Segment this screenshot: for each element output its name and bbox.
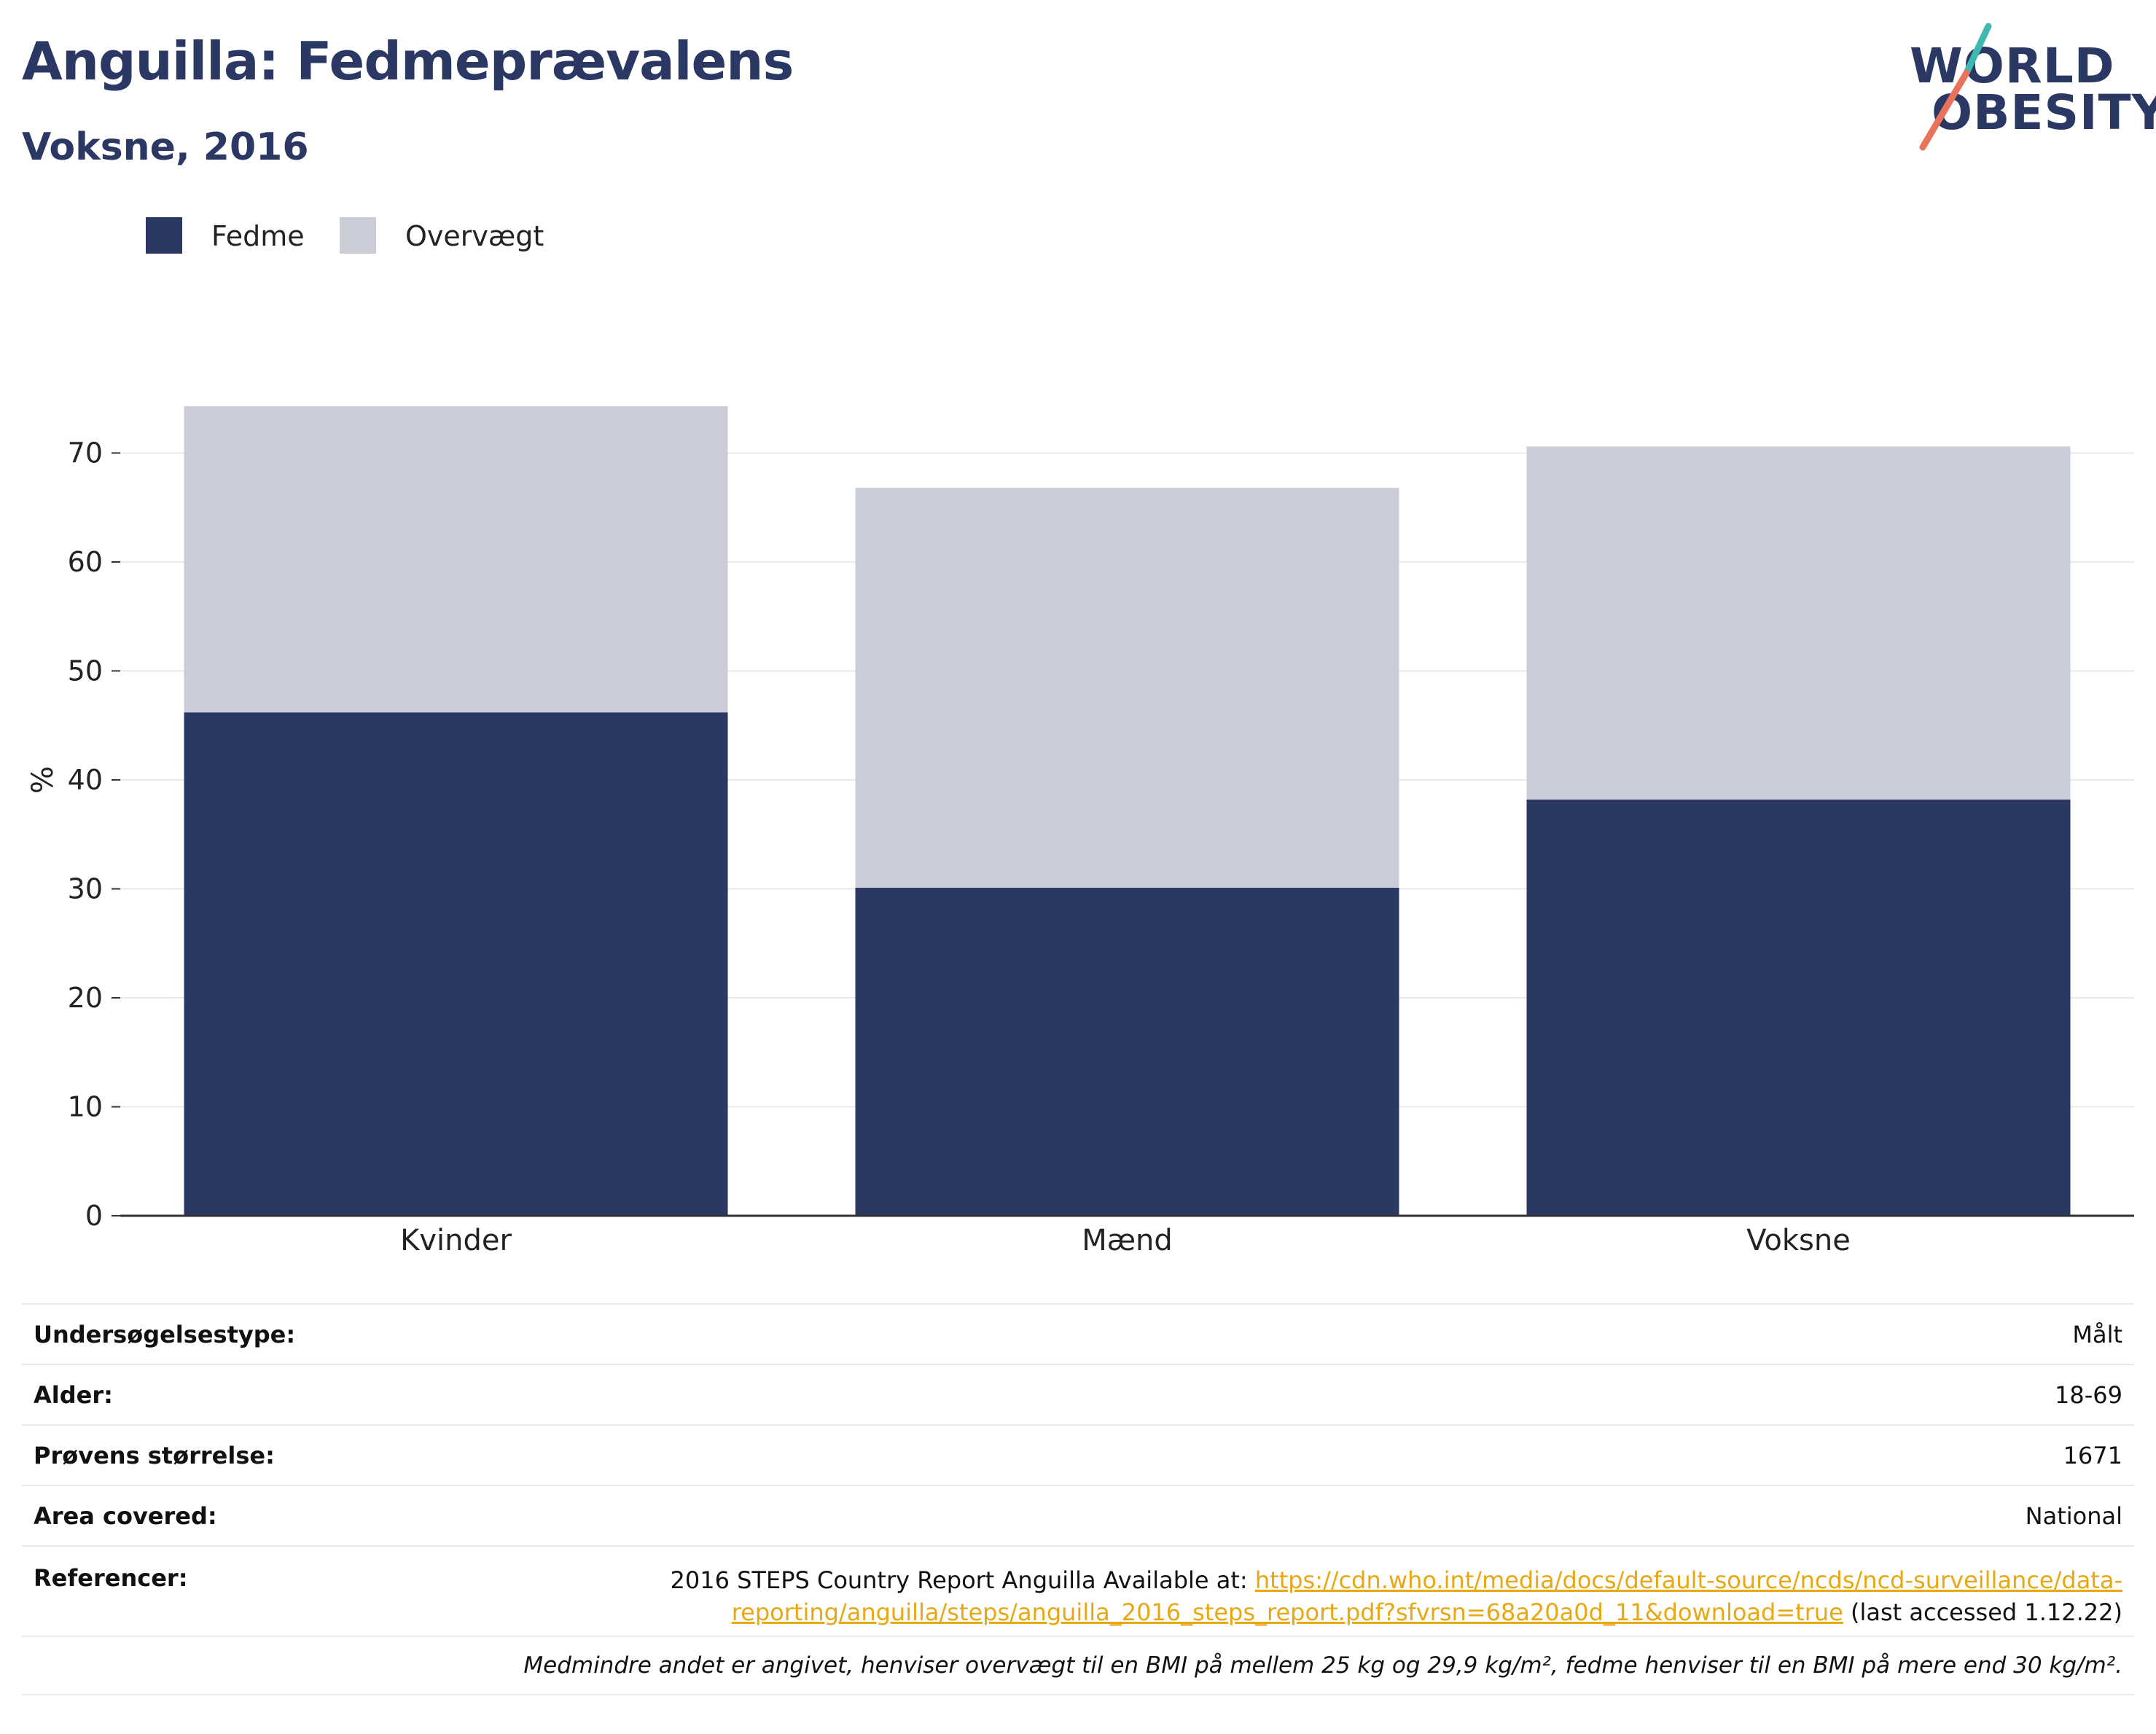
info-value-area: National (2025, 1501, 2122, 1530)
info-value-references: 2016 STEPS Country Report Anguilla Avail… (671, 1564, 2123, 1628)
y-tick-label-40: 40 (68, 764, 103, 796)
y-tick-label-0: 0 (85, 1200, 103, 1232)
y-axis-label: % (26, 766, 60, 794)
info-key-age: Alder: (34, 1380, 113, 1409)
y-tick-label-20: 20 (68, 982, 103, 1014)
info-key-references: Referencer: (34, 1564, 188, 1592)
info-value-sample-size: 1671 (2063, 1441, 2122, 1469)
bmi-footnote: Medmindre andet er angivet, henviser ove… (523, 1652, 2122, 1679)
info-key-area: Area covered: (34, 1501, 217, 1530)
info-key-survey-type: Undersøgelsestype: (34, 1320, 296, 1348)
info-key-sample-size: Prøvens størrelse: (34, 1441, 275, 1469)
info-row-survey-type: Undersøgelsestype: Målt (22, 1303, 2134, 1364)
bar-voksne-overvægt (1526, 446, 2071, 800)
y-tick-label-10: 10 (68, 1091, 103, 1123)
reference-line-2: reporting/anguilla/steps/anguilla_2016_s… (671, 1596, 2122, 1628)
reference-suffix: (last accessed 1.12.22) (1843, 1598, 2122, 1626)
info-row-age: Alder: 18-69 (22, 1364, 2134, 1424)
logo-line1: WORLD (1910, 38, 2115, 94)
y-tick-label-70: 70 (68, 437, 103, 469)
info-row-references: Referencer: 2016 STEPS Country Report An… (22, 1545, 2134, 1636)
logo-slash-icon (1919, 23, 1992, 151)
bar-kvinder-fedme (184, 712, 728, 1216)
info-value-age: 18-69 (2055, 1380, 2122, 1409)
x-tick-label-voksne: Voksne (1746, 1224, 1851, 1257)
legend-label-fedme: Fedme (211, 220, 305, 252)
page-title: Anguilla: Fedmeprævalens (22, 31, 794, 92)
world-obesity-logo: WORLD OBESITY (1902, 22, 2156, 153)
bar-voksne-fedme (1526, 799, 2071, 1216)
y-tick-label-30: 30 (68, 873, 103, 905)
info-table: Undersøgelsestype: Målt Alder: 18-69 Prø… (22, 1303, 2134, 1695)
legend-swatch-overvaegt (340, 217, 376, 254)
info-row-area: Area covered: National (22, 1485, 2134, 1545)
stacked-bar-chart: 0 10 20 30 40 50 60 70% Kvinder Mænd Voksne (26, 406, 2134, 1257)
reference-link-part1[interactable]: https://cdn.who.int/media/docs/default-s… (1254, 1566, 2122, 1594)
y-tick-label-60: 60 (68, 546, 103, 578)
legend-label-overvaegt: Overvægt (405, 220, 544, 252)
bar-mænd-overvægt (855, 488, 1399, 889)
info-value-survey-type: Målt (2072, 1320, 2122, 1348)
logo-line2: OBESITY (1932, 85, 2156, 141)
x-tick-label-kvinder: Kvinder (400, 1224, 512, 1257)
bar-mænd-fedme (855, 888, 1399, 1216)
info-row-footnote: Medmindre andet er angivet, henviser ove… (22, 1636, 2134, 1695)
reference-prefix: 2016 STEPS Country Report Anguilla Avail… (670, 1566, 1255, 1594)
legend-swatch-fedme (146, 217, 182, 254)
reference-link-part2[interactable]: reporting/anguilla/steps/anguilla_2016_s… (731, 1598, 1843, 1626)
info-row-sample-size: Prøvens størrelse: 1671 (22, 1424, 2134, 1485)
reference-line-1: 2016 STEPS Country Report Anguilla Avail… (671, 1564, 2123, 1596)
y-tick-label-50: 50 (68, 655, 103, 687)
x-tick-label-mænd: Mænd (1082, 1224, 1173, 1257)
page-subtitle: Voksne, 2016 (22, 125, 309, 169)
bar-kvinder-overvægt (184, 406, 728, 713)
